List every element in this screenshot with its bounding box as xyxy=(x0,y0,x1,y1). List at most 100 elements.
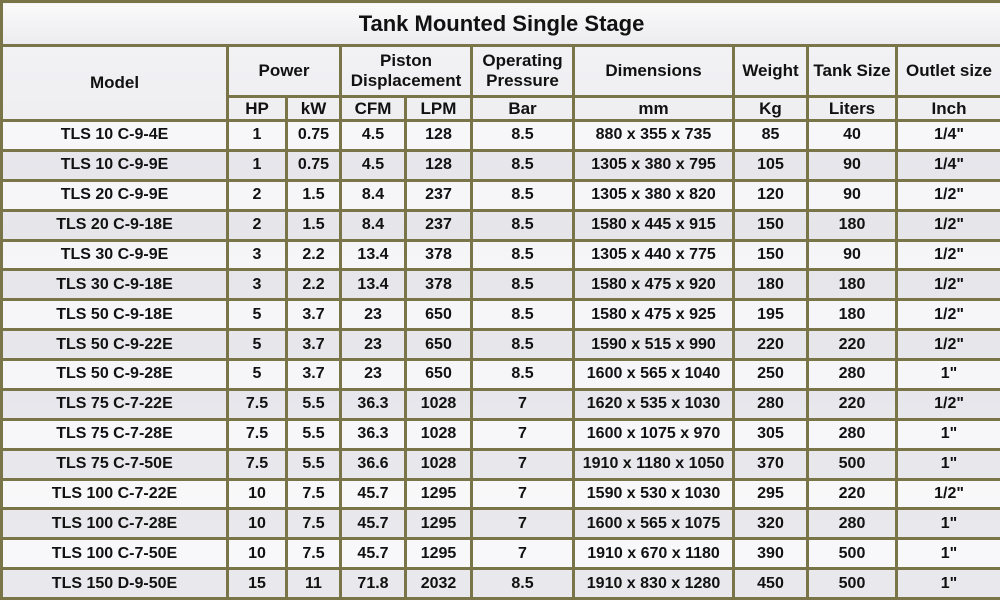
weight-cell: 370 xyxy=(732,447,809,481)
header-power: Power xyxy=(226,44,342,98)
kw-cell: 0.75 xyxy=(285,148,342,182)
cfm-cell: 4.5 xyxy=(339,119,407,152)
lpm-cell: 378 xyxy=(404,268,473,302)
bar-cell: 8.5 xyxy=(470,238,575,272)
cfm-cell: 4.5 xyxy=(339,148,407,182)
bar-cell: 7 xyxy=(470,387,575,421)
hp-cell: 1 xyxy=(226,148,288,182)
weight-cell: 85 xyxy=(732,119,809,152)
table-row: TLS 75 C-7-50E 7.5 5.5 36.6 1028 7 1910 x 1180… xyxy=(0,447,1000,481)
table-row: TLS 100 C-7-28E 10 7.5 45.7 1295 7 1600 x 565 … xyxy=(0,507,1000,541)
weight-cell: 320 xyxy=(732,507,809,541)
lpm-cell: 237 xyxy=(404,208,473,242)
cfm-cell: 8.4 xyxy=(339,208,407,242)
header-piston-displacement: Piston Displacement xyxy=(339,44,473,98)
tank-size-cell: 180 xyxy=(806,268,898,302)
table-row: TLS 20 C-9-18E 2 1.5 8.4 237 8.5 1580 x 445 x … xyxy=(0,208,1000,242)
hp-cell: 15 xyxy=(226,567,288,600)
dimensions-cell: 880 x 355 x 735 xyxy=(572,119,735,152)
table-row: TLS 30 C-9-18E 3 2.2 13.4 378 8.5 1580 x 475 x… xyxy=(0,268,1000,302)
lpm-cell: 650 xyxy=(404,298,473,332)
bar-cell: 8.5 xyxy=(470,567,575,600)
weight-cell: 180 xyxy=(732,268,809,302)
weight-cell: 120 xyxy=(732,178,809,212)
model-cell: TLS 50 C-9-28E xyxy=(0,358,229,391)
dimensions-cell: 1590 x 530 x 1030 xyxy=(572,477,735,511)
tank-size-cell: 90 xyxy=(806,148,898,182)
outlet-size-cell: 1" xyxy=(894,567,1000,600)
hp-cell: 7.5 xyxy=(226,387,288,421)
outlet-size-cell: 1/2" xyxy=(894,238,1000,272)
kw-cell: 7.5 xyxy=(285,537,342,571)
unit-liters: Liters xyxy=(806,95,898,122)
bar-cell: 7 xyxy=(470,507,575,541)
hp-cell: 5 xyxy=(226,358,288,391)
bar-cell: 8.5 xyxy=(470,358,575,391)
table-row: TLS 50 C-9-28E 5 3.7 23 650 8.5 1600 x 565 x 1… xyxy=(0,358,1000,391)
unit-lpm: LPM xyxy=(404,95,473,122)
dimensions-cell: 1590 x 515 x 990 xyxy=(572,328,735,361)
outlet-size-cell: 1/2" xyxy=(894,268,1000,302)
model-cell: TLS 10 C-9-4E xyxy=(0,119,229,152)
kw-cell: 3.7 xyxy=(285,328,342,361)
bar-cell: 8.5 xyxy=(470,119,575,152)
table-row: TLS 75 C-7-22E 7.5 5.5 36.3 1028 7 1620 x 535 … xyxy=(0,387,1000,421)
tank-size-cell: 280 xyxy=(806,507,898,541)
lpm-cell: 1028 xyxy=(404,387,473,421)
cfm-cell: 71.8 xyxy=(339,567,407,600)
weight-cell: 250 xyxy=(732,358,809,391)
bar-cell: 8.5 xyxy=(470,178,575,212)
tank-size-cell: 90 xyxy=(806,178,898,212)
model-cell: TLS 20 C-9-18E xyxy=(0,208,229,242)
table-row: TLS 30 C-9-9E 3 2.2 13.4 378 8.5 1305 x 440 x … xyxy=(0,238,1000,272)
table-row: TLS 150 D-9-50E 15 11 71.8 2032 8.5 1910 x 830… xyxy=(0,567,1000,600)
weight-cell: 150 xyxy=(732,238,809,272)
model-cell: TLS 75 C-7-50E xyxy=(0,447,229,481)
outlet-size-cell: 1/2" xyxy=(894,178,1000,212)
cfm-cell: 23 xyxy=(339,328,407,361)
header-tank-size: Tank Size xyxy=(806,44,898,98)
outlet-size-cell: 1" xyxy=(894,537,1000,571)
lpm-cell: 1028 xyxy=(404,447,473,481)
hp-cell: 1 xyxy=(226,119,288,152)
dimensions-cell: 1305 x 380 x 820 xyxy=(572,178,735,212)
unit-cfm: CFM xyxy=(339,95,407,122)
tank-size-cell: 220 xyxy=(806,387,898,421)
tank-size-cell: 40 xyxy=(806,119,898,152)
dimensions-cell: 1910 x 670 x 1180 xyxy=(572,537,735,571)
hp-cell: 3 xyxy=(226,238,288,272)
outlet-size-cell: 1/4" xyxy=(894,119,1000,152)
table-row: TLS 100 C-7-50E 10 7.5 45.7 1295 7 1910 x 670 … xyxy=(0,537,1000,571)
outlet-size-cell: 1/2" xyxy=(894,298,1000,332)
lpm-cell: 128 xyxy=(404,119,473,152)
lpm-cell: 237 xyxy=(404,178,473,212)
bar-cell: 8.5 xyxy=(470,268,575,302)
bar-cell: 7 xyxy=(470,447,575,481)
weight-cell: 295 xyxy=(732,477,809,511)
model-cell: TLS 100 C-7-28E xyxy=(0,507,229,541)
model-cell: TLS 30 C-9-9E xyxy=(0,238,229,272)
model-cell: TLS 100 C-7-22E xyxy=(0,477,229,511)
lpm-cell: 1028 xyxy=(404,417,473,451)
dimensions-cell: 1600 x 565 x 1075 xyxy=(572,507,735,541)
unit-mm: mm xyxy=(572,95,735,122)
hp-cell: 2 xyxy=(226,208,288,242)
weight-cell: 150 xyxy=(732,208,809,242)
table-row: TLS 20 C-9-9E 2 1.5 8.4 237 8.5 1305 x 380 x 8… xyxy=(0,178,1000,212)
lpm-cell: 650 xyxy=(404,328,473,361)
dimensions-cell: 1600 x 565 x 1040 xyxy=(572,358,735,391)
header-outlet-size: Outlet size xyxy=(894,44,1000,98)
outlet-size-cell: 1" xyxy=(894,447,1000,481)
weight-cell: 220 xyxy=(732,328,809,361)
hp-cell: 7.5 xyxy=(226,417,288,451)
tank-size-cell: 220 xyxy=(806,477,898,511)
dimensions-cell: 1305 x 380 x 795 xyxy=(572,148,735,182)
tank-size-cell: 500 xyxy=(806,447,898,481)
tank-size-cell: 280 xyxy=(806,417,898,451)
weight-cell: 280 xyxy=(732,387,809,421)
kw-cell: 1.5 xyxy=(285,178,342,212)
hp-cell: 5 xyxy=(226,298,288,332)
weight-cell: 105 xyxy=(732,148,809,182)
cfm-cell: 36.6 xyxy=(339,447,407,481)
